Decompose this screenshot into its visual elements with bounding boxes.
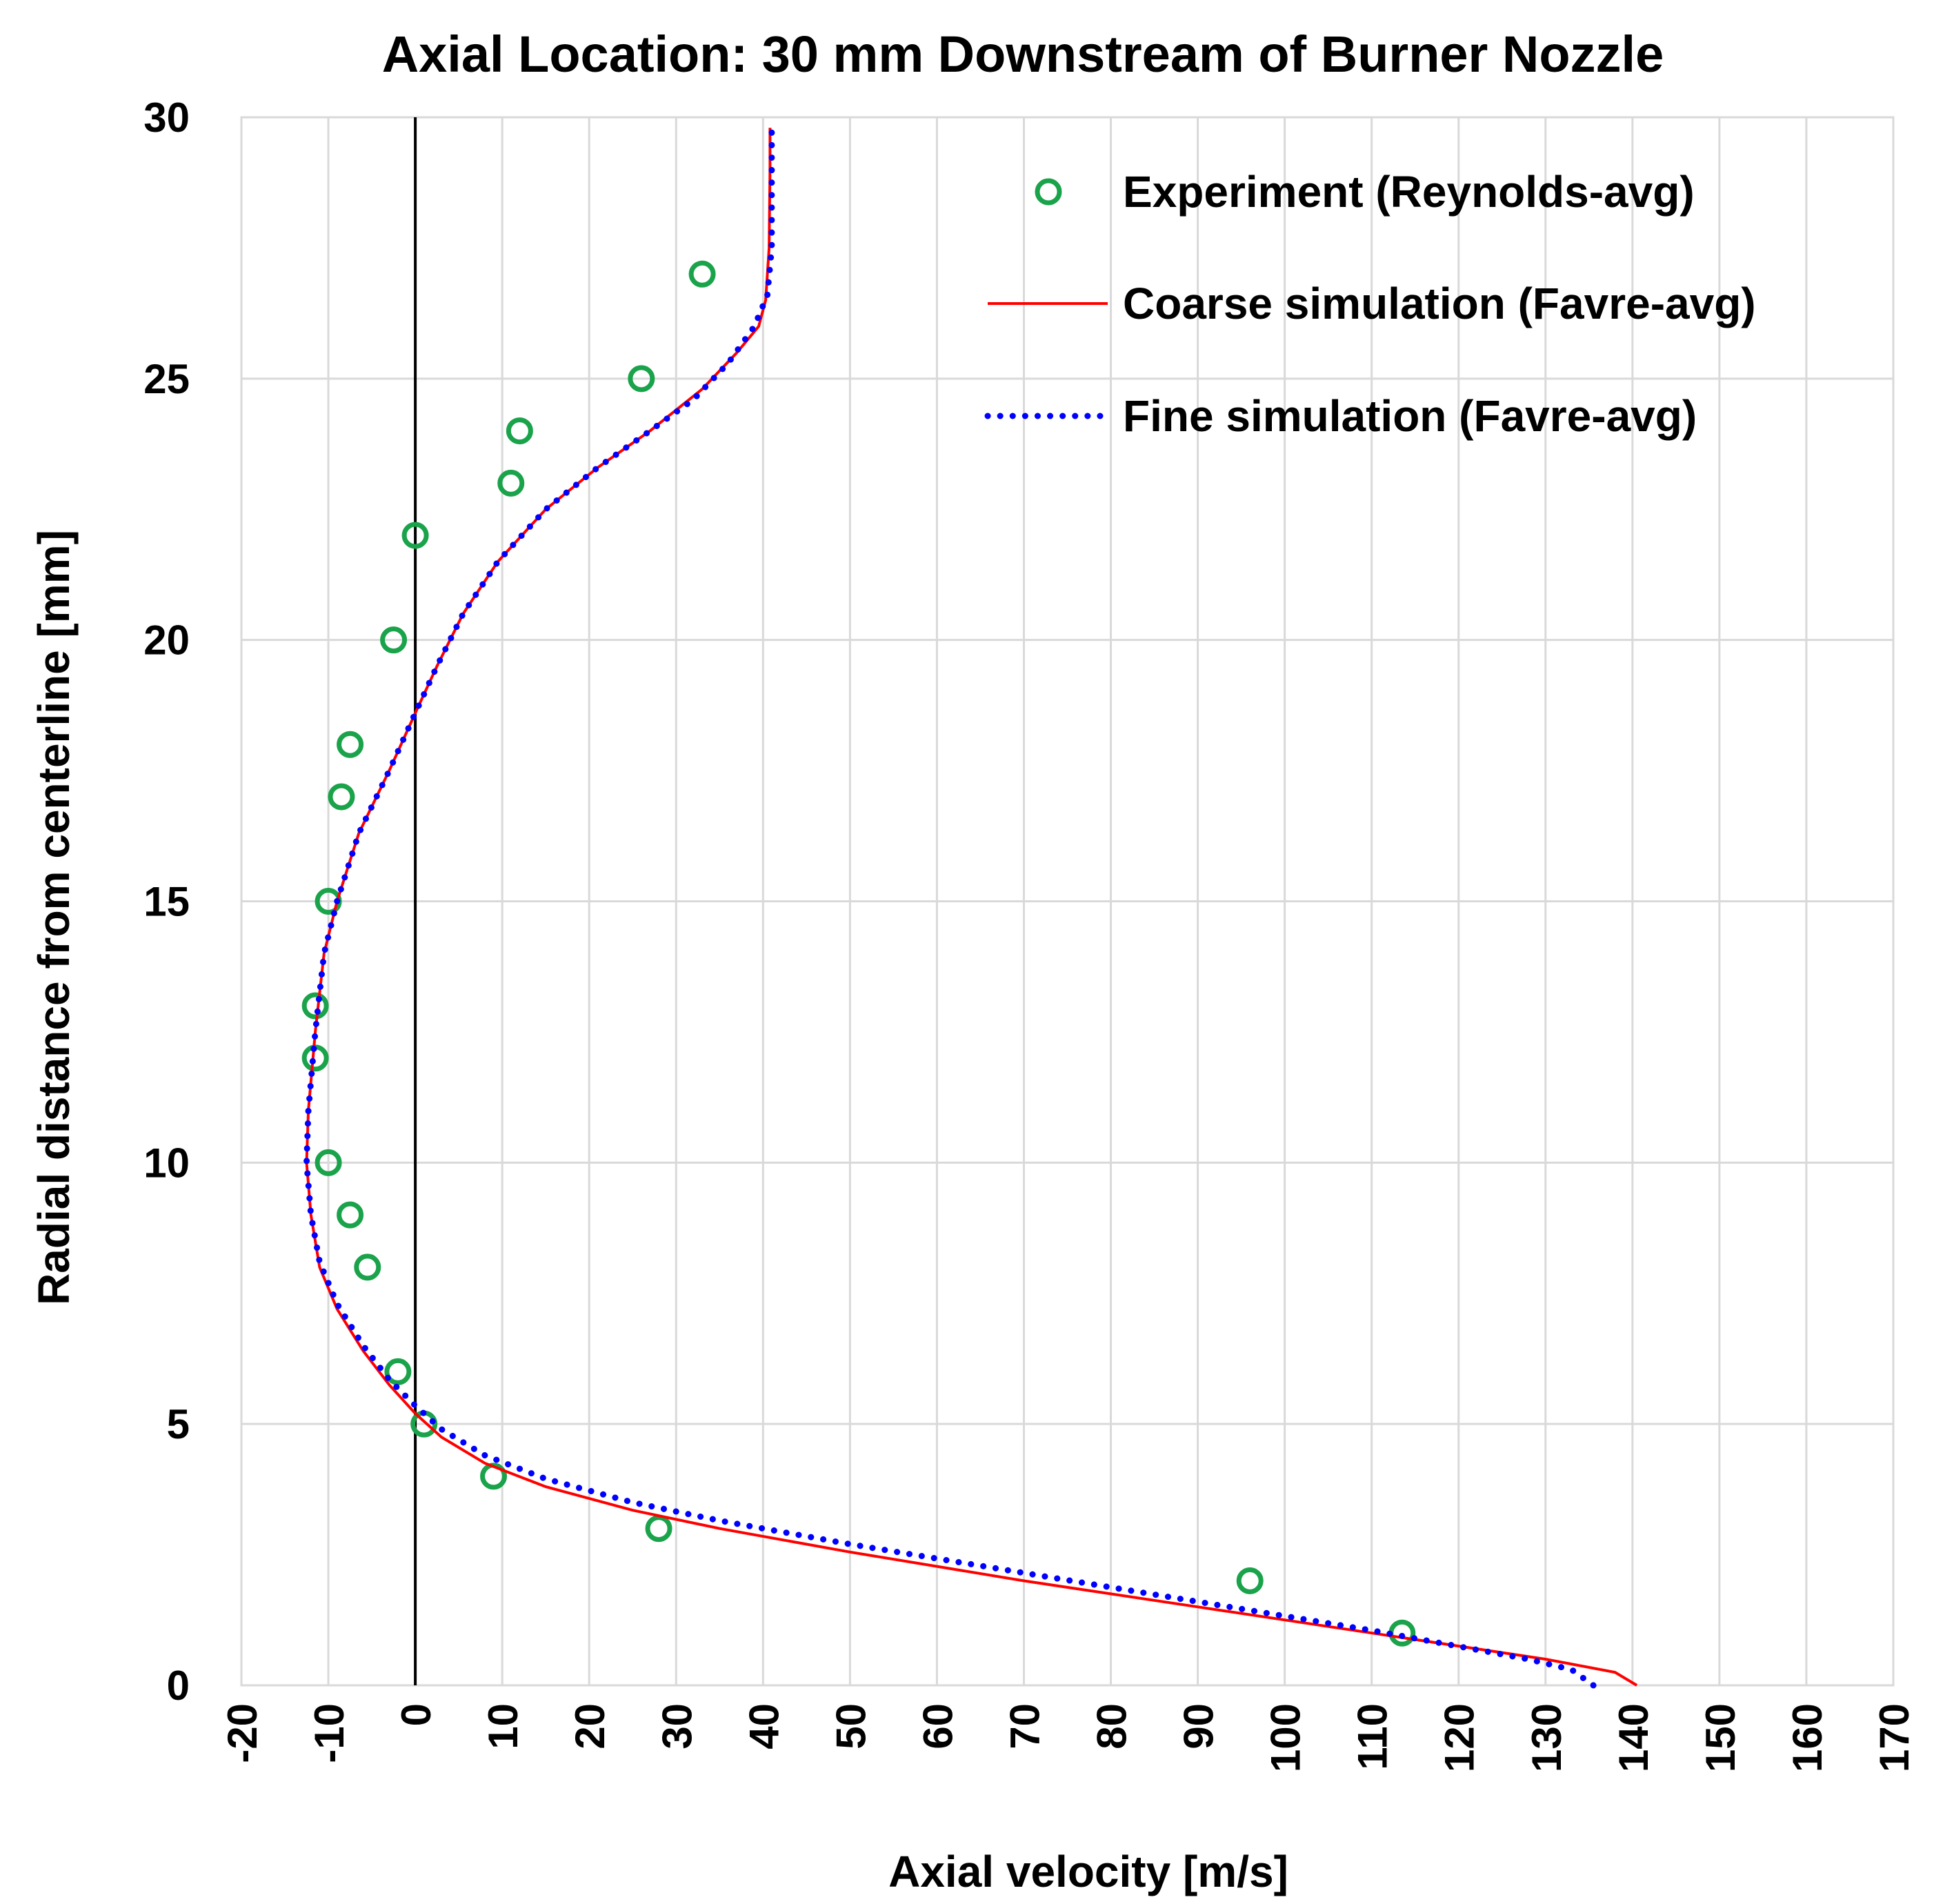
x-tick-label: 20 xyxy=(567,1703,613,1749)
x-tick-label: 60 xyxy=(915,1703,961,1749)
fine-simulation-line xyxy=(303,121,1597,1689)
experiment-point xyxy=(688,260,716,288)
x-tick-label: 40 xyxy=(741,1703,787,1749)
x-tick-label: -20 xyxy=(219,1703,266,1763)
y-tick-label: 5 xyxy=(167,1401,190,1447)
chart-title: Axial Location: 30 mm Downstream of Burn… xyxy=(382,26,1664,83)
experiment-point xyxy=(645,1515,672,1543)
x-tick-label: 30 xyxy=(654,1703,700,1749)
plot-area xyxy=(240,116,1895,1687)
x-tick-label: -10 xyxy=(306,1703,352,1763)
x-tick-label: 90 xyxy=(1176,1703,1222,1749)
y-tick-label: 0 xyxy=(167,1663,190,1709)
x-axis-label: Axial velocity [m/s] xyxy=(888,1847,1288,1896)
y-tick-label: 10 xyxy=(143,1140,190,1186)
x-tick-label: 100 xyxy=(1263,1703,1309,1772)
x-tick-label: 130 xyxy=(1524,1703,1570,1772)
experiment-point xyxy=(328,783,355,811)
legend-marker-experiment xyxy=(1035,178,1062,206)
experiment-point xyxy=(628,365,655,393)
experiment-point xyxy=(384,1358,412,1385)
x-tick-label: 0 xyxy=(393,1703,439,1726)
y-tick-label: 30 xyxy=(143,95,190,141)
experiment-point xyxy=(497,469,525,497)
x-tick-label: 10 xyxy=(480,1703,526,1749)
x-tick-label: 120 xyxy=(1437,1703,1483,1772)
x-tick-label: 160 xyxy=(1784,1703,1831,1772)
tick-labels: -20 -10 0 10 20 30 40 50 60 70 80 90 100 110 120 130 140… xyxy=(143,95,1917,1772)
y-tick-label: 20 xyxy=(143,617,190,664)
legend-label: Coarse simulation (Favre-avg) xyxy=(1123,279,1756,328)
x-tick-label: 140 xyxy=(1611,1703,1657,1772)
experiment-point xyxy=(301,992,329,1020)
x-tick-label: 70 xyxy=(1001,1703,1048,1749)
x-tick-label: 150 xyxy=(1697,1703,1744,1772)
experiment-point xyxy=(506,417,533,445)
experiment-point xyxy=(401,522,429,549)
y-tick-label: 25 xyxy=(143,356,190,402)
series-layer xyxy=(301,121,1638,1689)
legend: Experiment (Reynolds-avg) Coarse simulati… xyxy=(984,167,1756,441)
legend-label: Experiment (Reynolds-avg) xyxy=(1123,167,1695,217)
experiment-point xyxy=(315,1149,342,1176)
experiment-point xyxy=(354,1253,381,1281)
y-tick-label: 15 xyxy=(143,879,190,925)
experiment-point xyxy=(1236,1567,1264,1594)
experiment-point xyxy=(337,731,364,758)
legend-label: Fine simulation (Favre-avg) xyxy=(1123,391,1697,441)
y-axis-label: Radial distance from centerline [mm] xyxy=(29,530,79,1305)
x-tick-label: 110 xyxy=(1350,1703,1396,1770)
x-tick-label: 170 xyxy=(1871,1703,1917,1772)
x-tick-label: 50 xyxy=(828,1703,874,1749)
x-tick-label: 80 xyxy=(1089,1703,1135,1749)
experiment-point xyxy=(380,626,408,654)
experiment-point xyxy=(337,1201,364,1229)
